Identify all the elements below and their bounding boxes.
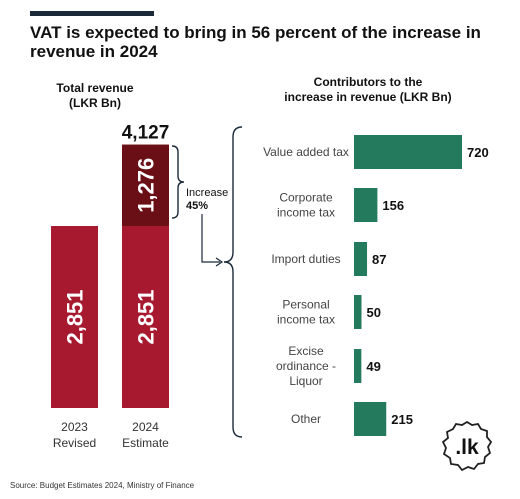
contributor-bar-3 (354, 295, 362, 329)
contributor-category-label-5-0: Other (291, 412, 321, 426)
increase-bar-label: 1,276 (134, 158, 159, 213)
x-tick-label-year-1: 2024 (132, 420, 159, 434)
x-tick-label-type-1: Estimate (122, 436, 169, 450)
contributor-category-label-3-1: income tax (277, 313, 335, 327)
base-bar-label-0: 2,851 (63, 289, 88, 344)
right-chart-title-line1: Contributors to the (314, 75, 423, 89)
base-bar-label-1: 2,851 (134, 289, 159, 344)
contributor-value-label-2: 87 (372, 252, 386, 267)
contributor-category-label-4-0: Excise (288, 344, 324, 358)
base-bar-1 (122, 226, 169, 408)
x-tick-label-type-0: Revised (53, 436, 96, 450)
chart-title: VAT is expected to bring in 56 percent o… (30, 23, 481, 61)
contributor-value-label-5: 215 (391, 412, 413, 427)
contributor-category-label-1-1: income tax (277, 206, 335, 220)
source-note: Source: Budget Estimates 2024, Ministry … (10, 481, 195, 490)
contributor-value-label-1: 156 (382, 198, 404, 213)
connector-line (201, 214, 220, 263)
contributor-value-label-0: 720 (467, 145, 489, 160)
base-bar-0 (51, 226, 98, 408)
contributor-category-label-0-0: Value added tax (263, 145, 349, 159)
lk-logo: .lk (442, 421, 492, 471)
contributor-bar-2 (354, 242, 368, 276)
increase-annotation-pct: 45% (186, 200, 208, 212)
contributors-bracket (223, 126, 243, 438)
contributor-bar-4 (354, 349, 362, 383)
contributor-value-label-3: 50 (367, 305, 381, 320)
contributor-bar-1 (354, 188, 378, 222)
logo-seal-outline (442, 421, 492, 471)
connector-arrow (215, 257, 224, 267)
right-chart-title-line2: increase in revenue (LKR Bn) (284, 90, 451, 104)
contributor-bar-5 (354, 402, 387, 436)
left-chart-title-line2: (LKR Bn) (69, 96, 121, 110)
contributor-value-label-4: 49 (366, 359, 380, 374)
x-tick-label-year-0: 2023 (61, 420, 88, 434)
contributor-category-label-1-0: Corporate (279, 191, 333, 205)
logo-text: .lk (455, 436, 479, 459)
increase-annotation-word: Increase (186, 187, 228, 199)
contributor-category-label-4-1: ordinance - (276, 359, 336, 373)
left-chart-title-line1: Total revenue (56, 81, 133, 95)
contributor-bar-0 (354, 135, 462, 169)
contributor-category-label-4-2: Liquor (289, 374, 322, 388)
increase-bar-1 (122, 144, 169, 226)
contributor-category-label-3-0: Personal (282, 298, 329, 312)
increase-bracket (171, 145, 185, 219)
title-accent-rule (30, 11, 154, 16)
contributor-category-label-2-0: Import duties (271, 252, 340, 266)
total-label: 4,127 (122, 123, 170, 144)
